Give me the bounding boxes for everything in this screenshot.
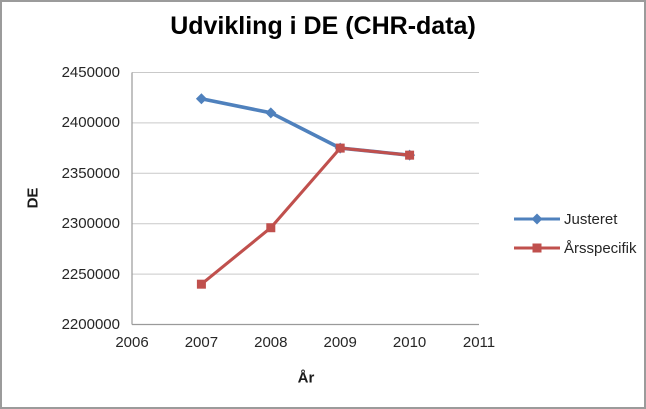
- legend-label-aarsspecifik: Årsspecifik: [564, 239, 637, 257]
- legend-marker-justeret: [514, 213, 560, 225]
- y-tick-2300000: 2300000: [61, 215, 120, 233]
- x-tick-2007: 2007: [184, 334, 219, 351]
- legend-entry-aarsspecifik: Årsspecifik: [513, 238, 637, 258]
- legend-marker-aarsspecifik: [514, 243, 560, 253]
- legend-label-justeret: Justeret: [564, 210, 618, 228]
- data-point-1-2009: [335, 143, 345, 153]
- x-axis-title: År: [297, 369, 315, 387]
- data-point-0-2008: [265, 107, 277, 119]
- legend-point-0: [531, 213, 543, 225]
- x-tick-2010: 2010: [392, 334, 427, 351]
- y-tick-2450000: 2450000: [61, 64, 120, 81]
- x-tick-2008: 2008: [254, 334, 288, 351]
- data-point-1-2007: [196, 279, 206, 289]
- y-tick-2250000: 2250000: [61, 265, 120, 283]
- y-tick-2200000: 2200000: [61, 316, 120, 333]
- y-tick-2400000: 2400000: [61, 114, 120, 132]
- legend-point-1: [532, 243, 542, 253]
- y-tick-2350000: 2350000: [61, 164, 120, 182]
- chart-title: Udvikling i DE (CHR-data): [170, 12, 476, 40]
- legend: Justeret Årsspecifik: [513, 209, 637, 258]
- data-point-1-2010: [405, 150, 415, 160]
- data-point-1-2008: [266, 223, 276, 233]
- x-tick-2011: 2011: [462, 334, 496, 351]
- data-point-0-2007: [195, 93, 207, 105]
- series-line-1: [199, 146, 412, 286]
- y-axis-title: DE: [24, 187, 42, 209]
- x-tick-2006: 2006: [115, 334, 149, 351]
- series-line-0: [199, 96, 412, 157]
- x-tick-2009: 2009: [323, 334, 357, 351]
- legend-entry-justeret: Justeret: [513, 209, 637, 229]
